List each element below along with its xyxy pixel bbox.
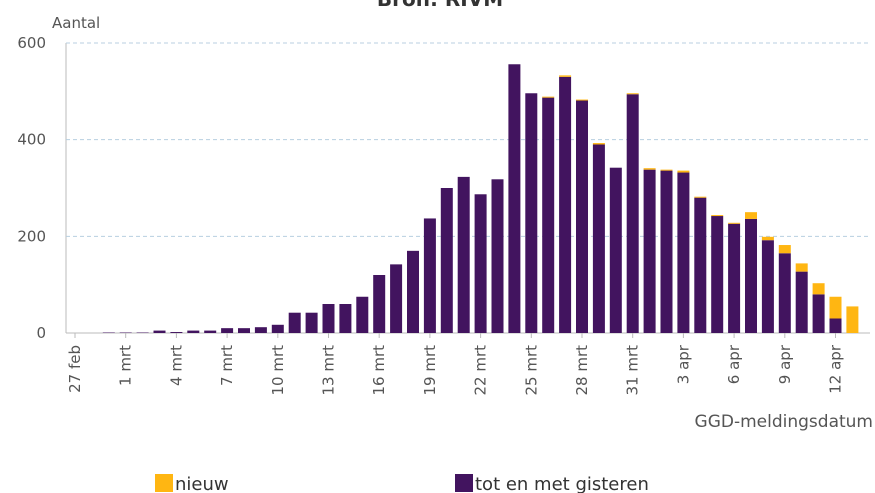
x-tick-label: 22 mrt [472,345,490,396]
x-tick-label: 10 mrt [269,345,287,396]
bar-segment [576,100,588,334]
bar-segment [677,170,690,173]
x-tick-label: 25 mrt [522,345,540,396]
legend-swatch [155,474,173,492]
bar-segment [643,168,656,170]
legend-label: tot en met gisteren [475,474,649,493]
legend-label: nieuw [175,474,229,493]
bar-segment [778,245,791,254]
y-axis-label: Aantal [52,14,100,32]
bar-segment [221,328,234,333]
legend-swatch [455,474,473,492]
bar-segment [728,222,741,224]
bar-segment [508,64,521,334]
bar-segment [660,170,673,333]
bar-segment [423,218,436,333]
bar-segment [592,143,605,145]
bar-segment [694,196,707,198]
bar-segment [677,172,690,333]
x-tick-label: 7 mrt [218,345,236,386]
bar-segment [745,218,757,333]
bar-segment [829,318,842,333]
x-tick-label: 4 mrt [167,345,185,386]
bar-segment [711,215,724,217]
bar-segment [711,216,724,333]
y-tick-label: 0 [36,324,46,342]
x-tick-label: 28 mrt [573,345,591,396]
bar-segment [491,179,504,333]
x-tick-label: 27 feb [66,345,84,393]
bar-segment [609,167,622,333]
bar-segment [728,223,741,333]
bar-segment [322,304,335,333]
x-tick-label: 6 apr [725,344,743,384]
bar-segment [153,330,166,333]
x-tick-label: 1 mrt [117,345,135,386]
bar-segment [559,76,572,333]
bar-segment [373,275,386,333]
x-tick-label: 12 apr [827,344,845,394]
bar-segment [694,197,707,333]
bar-segment [829,296,842,319]
bar-segment [407,250,419,333]
bar-segment [440,188,453,333]
bar-segment [846,306,859,333]
bar-segment [271,324,284,333]
bar-segment [643,169,656,333]
x-tick-label: 19 mrt [421,345,439,396]
x-tick-label: 13 mrt [320,345,338,396]
y-tick-label: 400 [17,131,46,149]
bar-segment [592,144,605,333]
bar-segment [305,312,318,333]
bar-segment [559,75,572,77]
bar-segment [761,240,774,333]
bar-segment [339,304,352,333]
bar-segment [812,294,825,333]
x-tick-label: 3 apr [674,344,692,384]
bar-segment [238,328,250,333]
bar-segment [745,212,757,219]
bar-segment [474,194,487,333]
x-tick-label: 9 apr [776,344,794,384]
chart-title: Bron: RIVM [377,0,503,11]
bar-segment [626,93,639,95]
bar-segment [795,263,808,272]
bar-segment [542,97,555,333]
bar-segment [525,93,538,334]
bar-segment [204,330,217,333]
bar-segment [626,94,639,333]
bar-segment [288,312,301,333]
x-axis-label: GGD-meldingsdatum [695,412,873,432]
bar-segment [795,271,808,333]
bar-segment [576,99,588,101]
bar-segment [660,169,673,171]
x-tick-label: 31 mrt [624,345,642,396]
bar-segment [170,332,183,333]
bar-segment [187,330,200,333]
bar-segment [812,283,825,295]
bar-segment [356,296,369,333]
bar-segment [778,253,791,333]
bar-segment [761,236,774,241]
x-tick-label: 16 mrt [370,345,388,396]
bar-segment [457,176,470,333]
bar-segment [254,327,267,333]
bar-segment [542,96,555,98]
y-tick-label: 200 [17,227,46,245]
y-tick-label: 600 [17,34,46,52]
bar-segment [390,264,403,333]
